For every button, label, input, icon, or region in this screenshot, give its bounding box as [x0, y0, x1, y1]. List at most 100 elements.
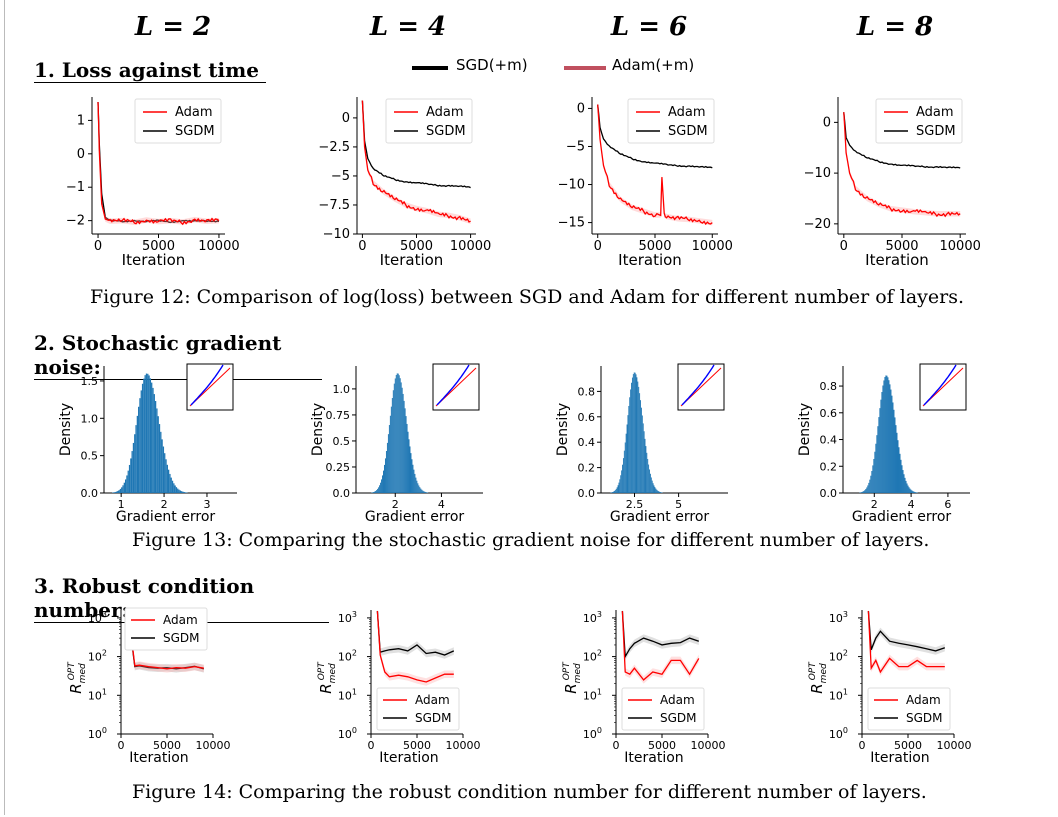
- series-line-adam: [843, 112, 961, 218]
- histogram-bar: [165, 459, 167, 493]
- y-tick-label: 1.0: [81, 412, 99, 425]
- histogram-bar: [901, 465, 903, 493]
- y-tick-label: −2.5: [318, 140, 350, 155]
- y-tick-label: −1: [66, 180, 85, 195]
- histogram-bar: [619, 479, 621, 493]
- histogram-bar: [397, 373, 399, 493]
- histogram-bar: [384, 458, 386, 493]
- plot-area: [867, 610, 946, 676]
- histogram-bar: [867, 485, 869, 493]
- series-line-adam: [621, 611, 700, 681]
- plot-area: [126, 610, 204, 673]
- y-tick-label: −7.5: [318, 198, 350, 213]
- y-tick-label: 102: [338, 649, 357, 664]
- y-tick-label: 100: [583, 726, 602, 741]
- histogram-bar: [876, 435, 878, 493]
- y-axis-label: RmedOPT: [67, 661, 88, 694]
- y-tick-label: 0.5: [81, 450, 99, 463]
- histogram-bar: [421, 489, 423, 493]
- histogram-bar: [399, 378, 401, 493]
- section-title-loss: 1. Loss against time: [34, 58, 266, 83]
- loss-chart-L8: 0 5000 10000 0 −10 −20 Iteration Adam SGDM: [804, 97, 981, 269]
- histogram-bar: [898, 447, 900, 493]
- histogram-bar: [861, 492, 863, 493]
- histogram-bar: [908, 487, 910, 493]
- histogram-bar: [617, 485, 619, 493]
- series-line-sgdm: [361, 100, 471, 189]
- series-line-sgdm: [621, 611, 700, 659]
- legend-label: Adam: [163, 613, 198, 627]
- histogram-bar: [413, 469, 415, 493]
- y-tick-label: 0.0: [81, 487, 99, 500]
- histogram-bar: [166, 464, 168, 493]
- histogram-bar: [634, 372, 636, 493]
- x-tick-label: 0: [594, 239, 602, 254]
- histogram-bar: [407, 431, 409, 493]
- column-header-L4: L = 4: [369, 12, 447, 42]
- x-axis-label: Iteration: [122, 251, 186, 269]
- histogram-bar: [646, 452, 648, 493]
- y-tick-exponent: 2: [352, 649, 357, 658]
- histogram-bar: [887, 377, 889, 493]
- histogram-bar: [400, 382, 402, 493]
- histogram-bar: [903, 474, 905, 493]
- y-tick-label: 101: [829, 687, 848, 702]
- histogram-bar: [621, 470, 623, 493]
- histogram-bar: [426, 492, 428, 493]
- histogram-bar: [152, 387, 154, 493]
- y-tick-label: 0: [577, 101, 585, 116]
- y-tick-label: 0.2: [820, 460, 838, 473]
- y-tick-exponent: 0: [597, 726, 602, 735]
- histogram-bar: [905, 480, 907, 493]
- histogram-bar: [866, 487, 868, 493]
- series-line-sgdm: [867, 611, 946, 652]
- histogram-bar: [171, 480, 174, 493]
- histogram-bar: [162, 446, 165, 493]
- histogram-bar: [141, 383, 144, 493]
- y-tick-exponent: 1: [352, 687, 357, 696]
- legend-label: Adam: [916, 105, 954, 120]
- y-tick-label: 0.4: [820, 434, 838, 447]
- histogram-bar: [408, 439, 410, 493]
- histogram-bar: [148, 375, 150, 493]
- histogram-bar: [659, 492, 661, 493]
- histogram-bar: [881, 392, 883, 493]
- histogram-bar: [618, 482, 620, 493]
- y-tick-label: 0: [77, 147, 85, 162]
- qq-curve: [436, 364, 470, 406]
- histogram-bar: [613, 491, 614, 493]
- y-tick-label: 0.0: [820, 487, 838, 500]
- column-header-L8: L = 8: [856, 12, 934, 42]
- histogram-bar: [642, 423, 644, 493]
- histogram-bar: [134, 434, 136, 493]
- histogram-bar: [401, 387, 403, 493]
- y-tick-exponent: 3: [102, 610, 107, 619]
- histogram-bar: [138, 406, 140, 493]
- histogram-bar: [655, 488, 657, 493]
- legend-box: [867, 687, 951, 731]
- histogram-bar: [410, 453, 412, 493]
- histogram-bar: [396, 373, 398, 493]
- loss-chart-L4: 0 5000 10000 0 −2.5 −5 −7.5 −10 Iteration Adam SGD…: [318, 97, 491, 269]
- x-tick-label: 3: [203, 498, 210, 511]
- series-line-adam: [597, 104, 713, 226]
- histogram-bar: [650, 477, 652, 493]
- histogram-bar: [135, 425, 137, 493]
- y-tick-label: −5: [566, 139, 585, 154]
- histogram-bar: [651, 480, 653, 493]
- histogram-bar: [911, 490, 913, 493]
- legend-box: [627, 98, 715, 144]
- y-tick-exponent: 1: [102, 687, 107, 696]
- histogram-bar: [127, 470, 129, 493]
- histogram-bar: [909, 488, 911, 493]
- histogram-bar: [170, 477, 172, 493]
- y-axis-label-superscript: OPT: [562, 661, 572, 681]
- y-axis-label: Density: [797, 403, 813, 456]
- histogram-bar: [649, 473, 651, 493]
- column-header-L2: L = 2: [134, 12, 212, 42]
- histogram-bar: [900, 459, 902, 493]
- histogram-bar: [405, 416, 407, 493]
- x-axis-label: Iteration: [380, 251, 444, 269]
- y-tick-exponent: 2: [102, 649, 107, 658]
